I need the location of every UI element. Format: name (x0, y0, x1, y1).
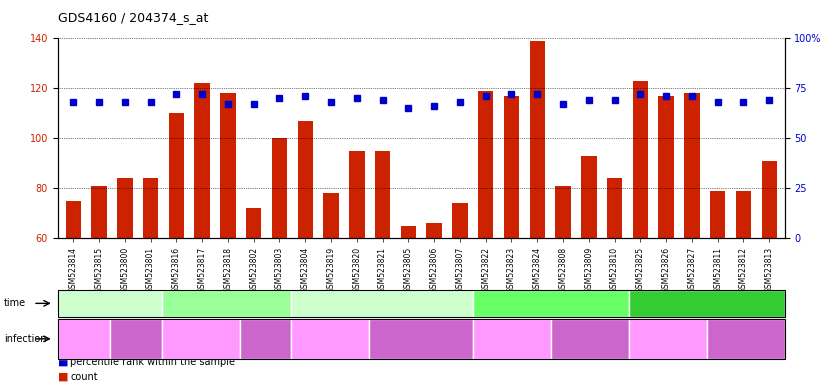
Bar (633, 81, 648, 384)
Text: control: control (654, 334, 681, 343)
Bar (117, 178, 132, 384)
Bar (555, 185, 571, 384)
Bar (658, 96, 674, 384)
Bar (169, 113, 184, 384)
Text: infection: infection (4, 334, 46, 344)
Text: JFH-1 Hepatitis C
Virus: JFH-1 Hepatitis C Virus (233, 329, 298, 349)
Bar (478, 91, 493, 384)
Bar (401, 225, 416, 384)
Bar (684, 93, 700, 384)
Bar (736, 190, 751, 384)
Text: JFH-1 Hepatitis C
Virus: JFH-1 Hepatitis C Virus (558, 329, 622, 349)
Bar (581, 156, 596, 384)
Text: 18 hours: 18 hours (361, 298, 404, 308)
Bar (297, 121, 313, 384)
Text: control: control (317, 334, 344, 343)
Bar (426, 223, 442, 384)
Text: JFH-1 Hepatitis C
Virus: JFH-1 Hepatitis C Virus (714, 329, 778, 349)
Text: control: control (70, 334, 97, 343)
Text: JFH-1 Hepatitis C
Virus: JFH-1 Hepatitis C Virus (389, 329, 453, 349)
Text: control: control (499, 334, 525, 343)
Bar (92, 185, 107, 384)
Bar (221, 93, 235, 384)
Bar (272, 138, 287, 384)
Text: ■: ■ (58, 372, 69, 382)
Text: 48 hours: 48 hours (686, 298, 729, 308)
Text: count: count (70, 372, 97, 382)
Text: 12 hours: 12 hours (205, 298, 248, 308)
Bar (504, 96, 520, 384)
Bar (323, 193, 339, 384)
Text: 6 hours: 6 hours (92, 298, 128, 308)
Text: 24 hours: 24 hours (529, 298, 572, 308)
Bar (194, 83, 210, 384)
Bar (246, 208, 262, 384)
Bar (143, 178, 159, 384)
Text: ■: ■ (58, 357, 69, 367)
Bar (710, 190, 725, 384)
Bar (762, 161, 777, 384)
Bar (65, 200, 81, 384)
Bar (529, 41, 545, 384)
Text: time: time (4, 298, 26, 308)
Text: JFH-1 Hepa
titis C Virus: JFH-1 Hepa titis C Virus (113, 329, 158, 349)
Bar (349, 151, 364, 384)
Bar (452, 203, 468, 384)
Text: percentile rank within the sample: percentile rank within the sample (70, 357, 235, 367)
Bar (375, 151, 391, 384)
Bar (607, 178, 622, 384)
Text: control: control (188, 334, 214, 343)
Text: GDS4160 / 204374_s_at: GDS4160 / 204374_s_at (58, 12, 208, 25)
